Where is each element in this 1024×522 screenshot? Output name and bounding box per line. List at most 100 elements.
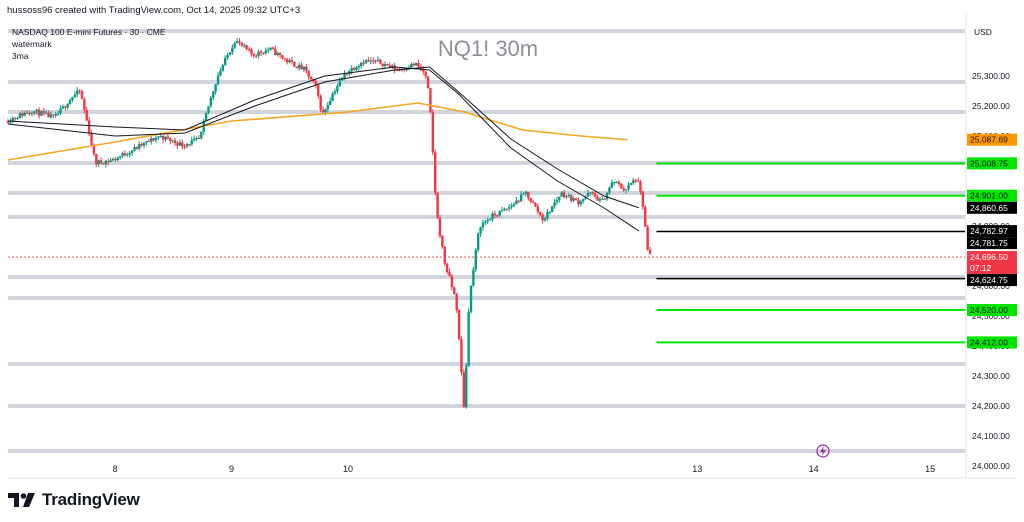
candle-body <box>111 159 115 161</box>
candle-body <box>78 90 81 92</box>
candle-body <box>107 160 110 162</box>
price-badge-text: 25,008.75 <box>970 158 1008 168</box>
gray-level-2 <box>8 110 965 114</box>
candle-body <box>128 152 131 155</box>
candle-body <box>6 121 10 123</box>
alert-icon[interactable] <box>816 444 830 458</box>
candle-body <box>214 84 217 92</box>
price-badge-text: 24,520.00 <box>970 305 1008 315</box>
candle-body <box>231 47 234 53</box>
candle-body <box>266 49 270 51</box>
price-badge-red-sub <box>967 262 1017 275</box>
candle-body <box>343 73 346 79</box>
candle-body <box>209 97 213 107</box>
candle-body <box>185 144 189 147</box>
candle-body <box>596 196 599 201</box>
candle-body <box>216 75 220 85</box>
candle-body <box>491 213 494 220</box>
candle-body <box>522 193 525 195</box>
candle-body <box>314 81 318 86</box>
candle-body <box>574 198 578 200</box>
candle-body <box>85 109 88 121</box>
price-badge-green <box>967 157 1017 170</box>
candle-body <box>145 141 148 143</box>
candle-body <box>589 192 592 194</box>
candle-body <box>54 114 57 116</box>
candle-body <box>262 52 265 54</box>
candle-body <box>598 198 602 201</box>
candle-body <box>16 118 19 120</box>
candle-body <box>601 198 604 200</box>
candle-body <box>73 94 77 98</box>
candle-body <box>319 95 322 110</box>
horizontal-levels <box>8 29 965 453</box>
tradingview-logo[interactable]: TradingView <box>8 490 140 510</box>
candle-body <box>629 183 633 185</box>
candle-body <box>252 54 256 56</box>
candle-body <box>243 45 246 47</box>
candle-body <box>527 191 530 199</box>
candle-body <box>114 159 117 161</box>
candle-body <box>579 201 583 205</box>
candle-body <box>536 206 540 212</box>
x-tick-label: 14 <box>809 464 819 474</box>
price-labels: 25,087.69 25,008.75 24,901.00 24,860.65 24,7… <box>967 133 1017 349</box>
watermark-text: NQ1! 30m <box>438 36 538 61</box>
candle-body <box>634 180 637 182</box>
candle-body <box>374 60 377 62</box>
candle-body <box>617 181 621 185</box>
price-badge-text: 25,087.69 <box>970 135 1008 145</box>
candle-body <box>453 287 456 295</box>
candlesticks <box>6 37 652 409</box>
candle-body <box>379 59 382 64</box>
legend-watermark[interactable]: watermark <box>12 39 52 49</box>
candle-body <box>493 213 497 216</box>
candle-body <box>302 66 306 70</box>
candle-body <box>135 146 139 149</box>
candle-body <box>613 182 616 184</box>
candle-body <box>250 49 253 55</box>
y-tick-label: 25,300.00 <box>972 71 1010 81</box>
candle-body <box>333 91 337 94</box>
candle-body <box>515 200 518 205</box>
time-axis[interactable]: 8 9 10 13 14 15 <box>113 464 935 474</box>
candle-body <box>438 217 442 236</box>
candle-body <box>157 136 160 138</box>
price-badge-text: 24,901.00 <box>970 191 1008 201</box>
legend-3ma[interactable]: 3ma <box>12 51 29 61</box>
price-badge-text: 24,782.97 <box>970 226 1008 236</box>
candle-body <box>281 55 284 59</box>
candle-body <box>42 111 46 113</box>
moving-averages <box>7 66 640 232</box>
candle-body <box>138 144 141 149</box>
candle-body <box>219 70 222 76</box>
candle-body <box>221 65 225 71</box>
candle-body <box>192 138 196 141</box>
candle-body <box>109 160 112 162</box>
candle-body <box>331 93 334 101</box>
candle-body <box>460 339 463 373</box>
candle-body <box>455 294 458 311</box>
tradingview-logo-icon <box>8 493 35 507</box>
gray-level-7 <box>8 296 965 300</box>
candle-body <box>388 65 392 68</box>
y-tick-label: 24,100.00 <box>972 431 1010 441</box>
x-tick-label: 13 <box>692 464 702 474</box>
ma-line-0 <box>7 102 628 161</box>
candle-body <box>496 215 499 217</box>
candle-body <box>147 141 151 143</box>
candle-body <box>35 109 38 112</box>
candle-body <box>195 138 198 140</box>
candle-body <box>553 202 556 207</box>
candle-body <box>166 136 170 139</box>
candle-body <box>543 218 547 221</box>
candle-body <box>245 45 248 50</box>
candle-body <box>450 276 454 288</box>
candle-body <box>329 100 332 105</box>
price-badge-black <box>967 274 1017 287</box>
candle-body <box>410 64 413 68</box>
candle-body <box>441 235 444 247</box>
legend-symbol[interactable]: NASDAQ 100 E-mini Futures · 30 · CME <box>12 27 166 37</box>
